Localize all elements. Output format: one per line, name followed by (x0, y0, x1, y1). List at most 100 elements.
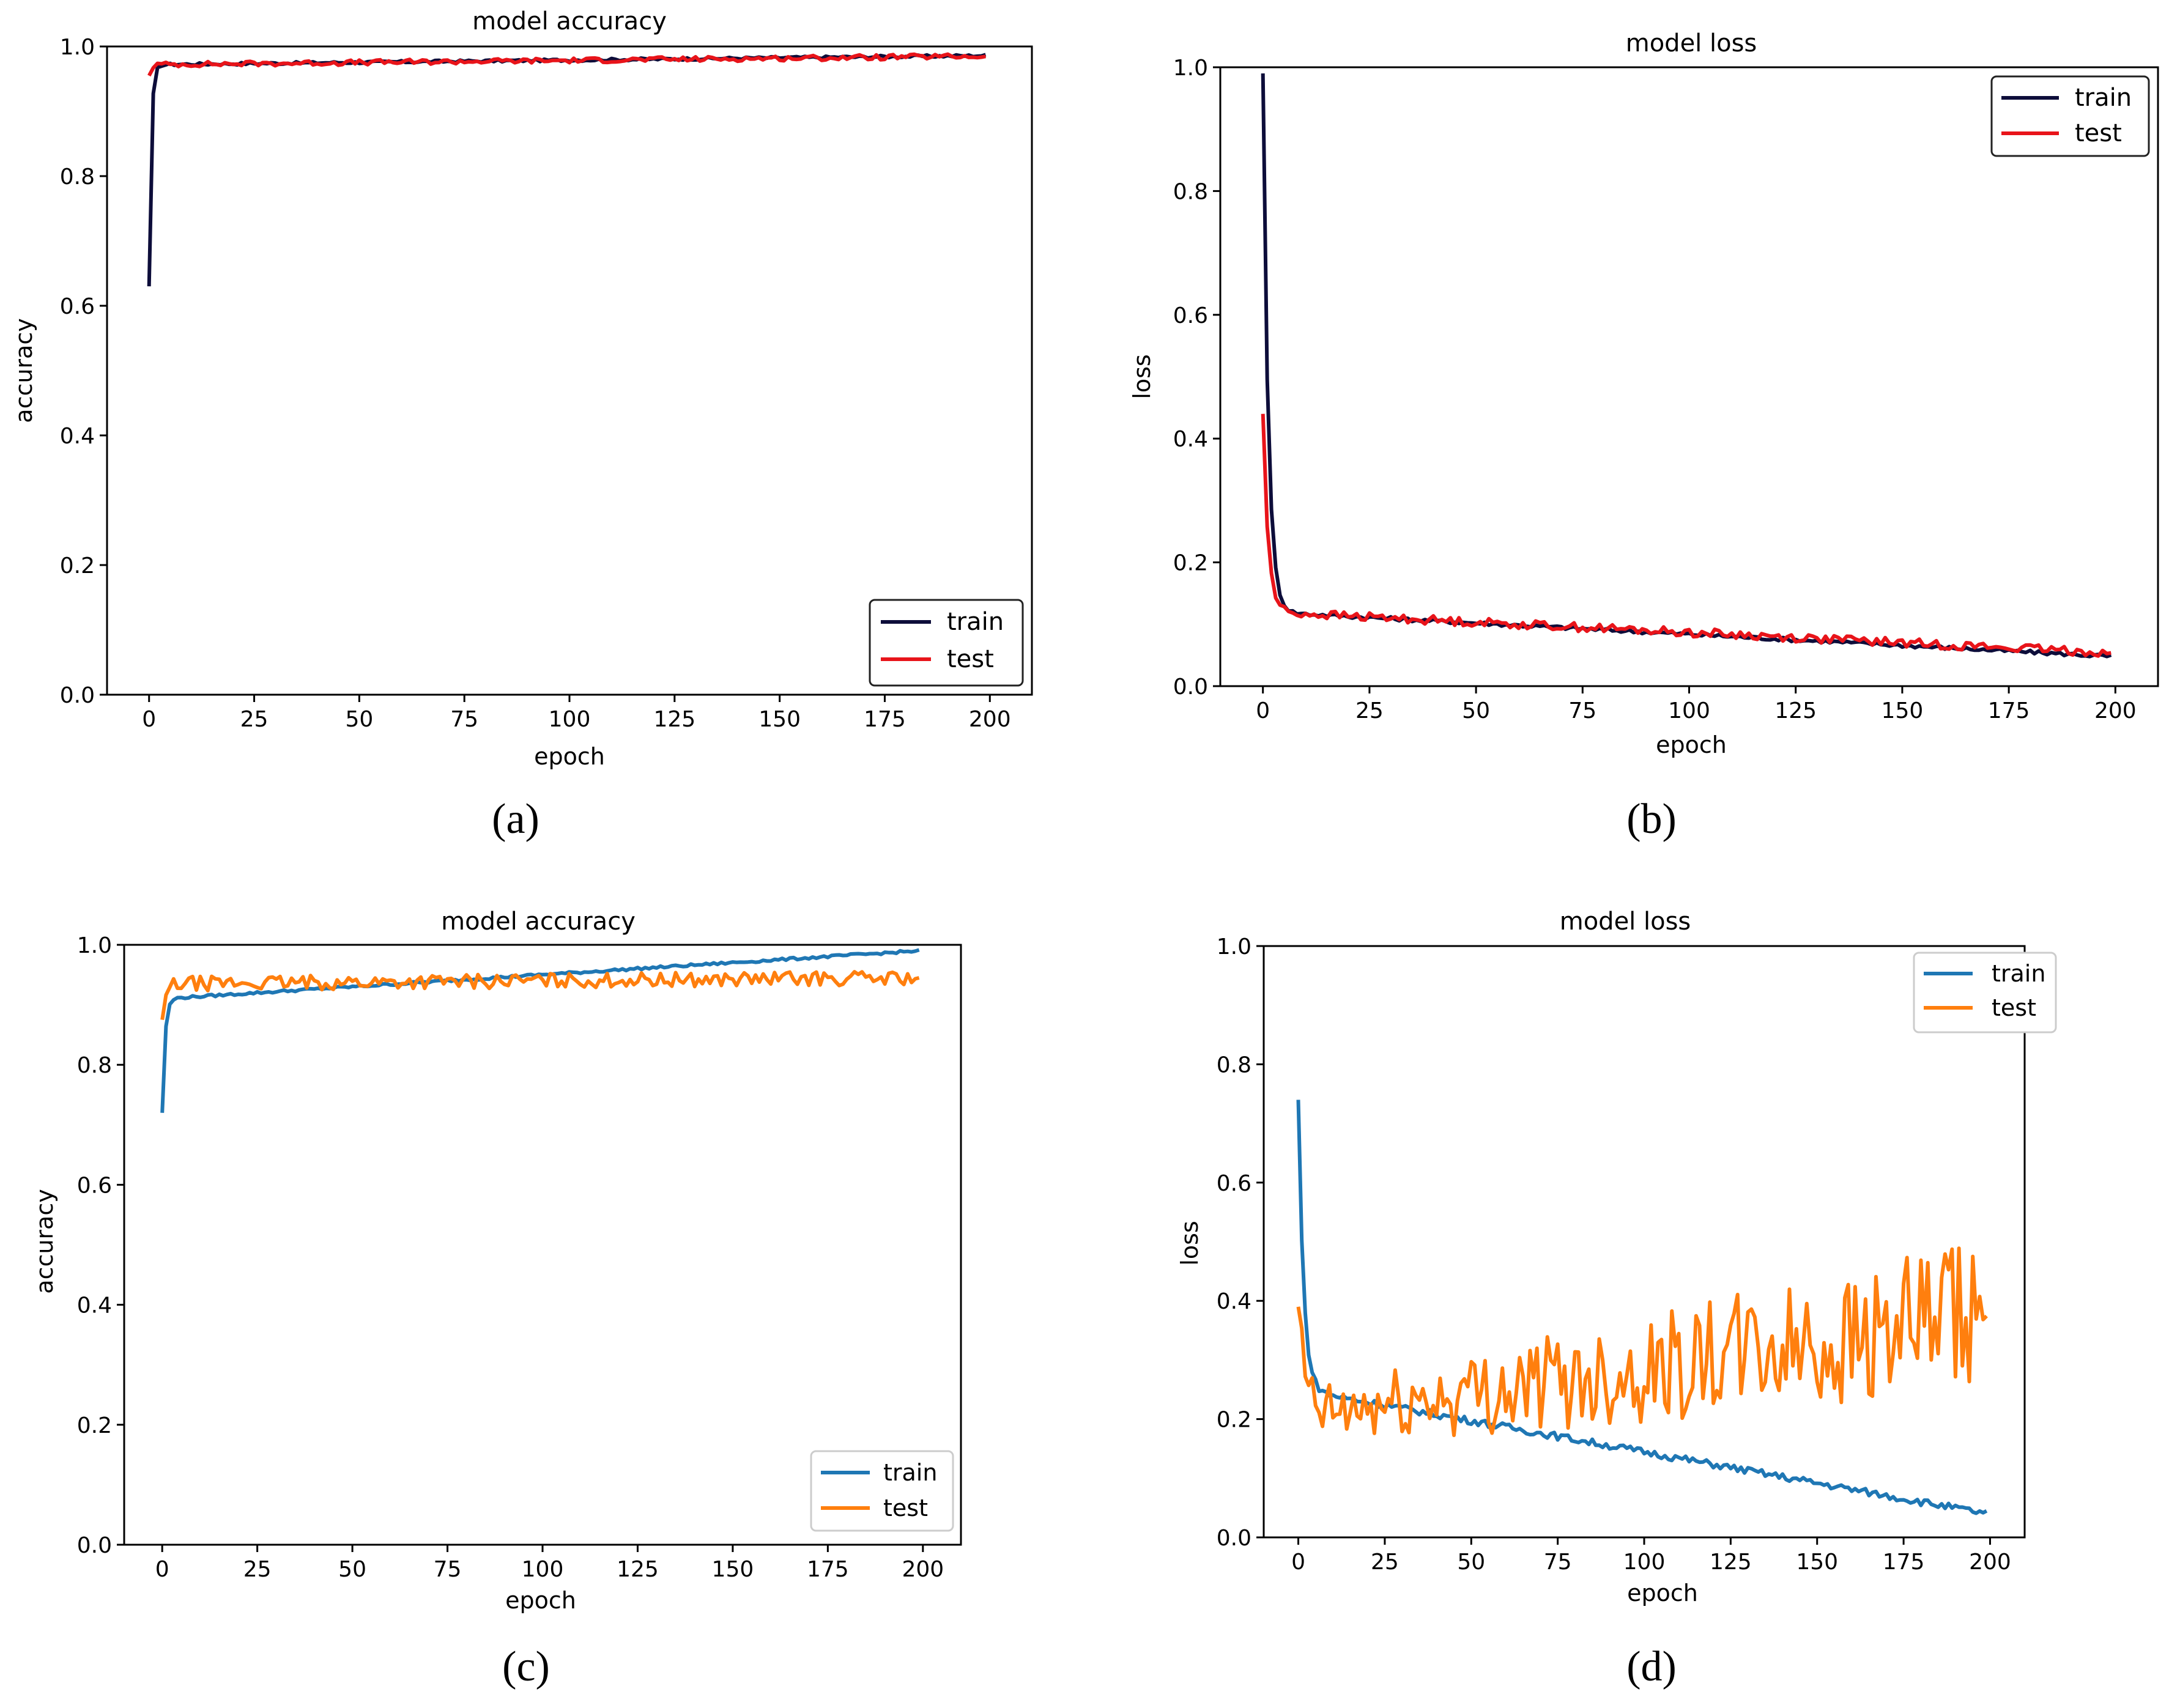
y-tick-label: 0.8 (1173, 179, 1208, 204)
x-tick-label: 200 (1969, 1550, 2011, 1575)
x-tick-label: 175 (864, 707, 906, 732)
chart-title: model loss (1626, 29, 1757, 57)
series-line-test (160, 970, 920, 1021)
y-tick-label: 0.0 (77, 1533, 112, 1558)
x-tick-label: 150 (712, 1557, 754, 1582)
panel-label: (c) (502, 1643, 550, 1690)
x-tick-label: 50 (1457, 1550, 1485, 1575)
panel-label: (a) (492, 796, 539, 843)
x-tick-label: 0 (1291, 1550, 1305, 1575)
chart-panel-b: model loss 0 25 50 75 100 125 150 175 20… (1129, 29, 2159, 843)
x-tick-label: 0 (155, 1557, 169, 1582)
legend: train test (1913, 952, 2057, 1033)
series-line-train (1296, 1100, 1988, 1515)
chart-title: model accuracy (441, 908, 636, 936)
legend: train test (869, 599, 1024, 687)
x-tick-label: 125 (1710, 1550, 1752, 1575)
y-ticks: 0.0 0.2 0.4 0.6 0.8 1.0 (77, 933, 124, 1558)
x-tick-label: 50 (338, 1557, 366, 1582)
x-tick-label: 0 (1256, 698, 1270, 723)
y-tick-label: 0.2 (1217, 1408, 1251, 1433)
legend-label-test: test (1992, 994, 2036, 1021)
chart-panel-c: model accuracy 0 25 50 75 100 125 150 17… (31, 908, 962, 1690)
x-tick-label: 25 (1355, 698, 1384, 723)
x-tick-label: 200 (902, 1557, 944, 1582)
y-tick-label: 0.6 (1217, 1171, 1251, 1196)
x-tick-label: 150 (1796, 1550, 1838, 1575)
series-line-test (147, 52, 986, 77)
legend-label-train: train (947, 608, 1004, 636)
x-tick-label: 150 (1882, 698, 1924, 723)
y-tick-label: 0.0 (1217, 1526, 1251, 1551)
legend-label-train: train (883, 1459, 937, 1486)
x-tick-label: 75 (1544, 1550, 1572, 1575)
legend-label-train: train (1992, 960, 2045, 987)
x-tick-label: 75 (450, 707, 478, 732)
y-ticks: 0.0 0.2 0.4 0.6 0.8 1.0 (1173, 56, 1220, 700)
x-tick-label: 100 (1668, 698, 1710, 723)
y-tick-label: 0.0 (60, 683, 95, 708)
y-tick-label: 1.0 (1217, 934, 1251, 959)
y-ticks: 0.0 0.2 0.4 0.6 0.8 1.0 (1217, 934, 1264, 1551)
x-axis-label: epoch (1656, 731, 1727, 758)
y-tick-label: 0.4 (77, 1293, 112, 1318)
legend-label-train: train (2075, 84, 2132, 112)
y-tick-label: 0.6 (1173, 303, 1208, 328)
legend: train test (810, 1450, 954, 1532)
y-tick-label: 1.0 (60, 35, 95, 60)
series-line-train (1261, 73, 2112, 659)
y-tick-label: 0.8 (60, 165, 95, 190)
y-tick-label: 0.2 (1173, 551, 1208, 576)
chart-panel-d: model loss 0 25 50 75 100 125 150 175 20… (1176, 908, 2057, 1690)
chart-title: model loss (1560, 908, 1691, 936)
series-line-train (160, 948, 920, 1113)
plot-frame (106, 45, 1033, 696)
series-line-train (147, 53, 987, 287)
y-tick-label: 0.8 (77, 1053, 112, 1078)
legend-label-test: test (2075, 119, 2122, 147)
x-tick-label: 125 (653, 707, 695, 732)
legend-label-test: test (883, 1495, 928, 1521)
panel-label: (d) (1626, 1643, 1677, 1690)
x-axis-label: epoch (534, 743, 605, 770)
x-tick-label: 0 (142, 707, 156, 732)
x-ticks: 0 25 50 75 100 125 150 175 200 (155, 1545, 944, 1582)
plot-frame (1262, 945, 2026, 1539)
y-axis-label: accuracy (10, 318, 37, 423)
x-tick-label: 175 (1883, 1550, 1925, 1575)
x-tick-label: 175 (1988, 698, 2030, 723)
y-tick-label: 1.0 (77, 933, 112, 958)
x-ticks: 0 25 50 75 100 125 150 175 200 (1256, 686, 2137, 723)
x-ticks: 0 25 50 75 100 125 150 175 200 (1291, 1537, 2011, 1575)
x-tick-label: 100 (1623, 1550, 1666, 1575)
series-line-test (1296, 1246, 1988, 1437)
x-tick-label: 200 (969, 707, 1011, 732)
y-tick-label: 0.2 (77, 1413, 112, 1438)
chart-title: model accuracy (472, 7, 667, 35)
x-tick-label: 25 (243, 1557, 272, 1582)
y-tick-label: 0.4 (1173, 427, 1208, 452)
x-tick-label: 50 (1462, 698, 1490, 723)
y-tick-label: 0.0 (1173, 675, 1208, 700)
x-tick-label: 75 (434, 1557, 462, 1582)
y-axis-label: loss (1176, 1221, 1203, 1265)
x-tick-label: 25 (1371, 1550, 1399, 1575)
x-tick-label: 200 (2094, 698, 2137, 723)
y-tick-label: 0.6 (60, 294, 95, 319)
series-line-test (1261, 413, 2112, 658)
y-tick-label: 0.4 (60, 424, 95, 449)
y-tick-label: 0.8 (1217, 1052, 1251, 1078)
chart-panel-a: model accuracy 0 25 50 75 100 125 150 17… (10, 7, 1033, 843)
x-axis-label: epoch (505, 1587, 576, 1614)
x-ticks: 0 25 50 75 100 125 150 175 200 (142, 695, 1011, 732)
x-tick-label: 175 (807, 1557, 849, 1582)
y-tick-label: 0.6 (77, 1173, 112, 1198)
legend-label-test: test (947, 645, 994, 673)
x-tick-label: 75 (1568, 698, 1596, 723)
legend: train test (1990, 75, 2150, 157)
y-tick-label: 0.4 (1217, 1289, 1251, 1314)
y-tick-label: 0.2 (60, 553, 95, 579)
x-tick-label: 100 (549, 707, 591, 732)
y-axis-label: accuracy (31, 1189, 58, 1293)
